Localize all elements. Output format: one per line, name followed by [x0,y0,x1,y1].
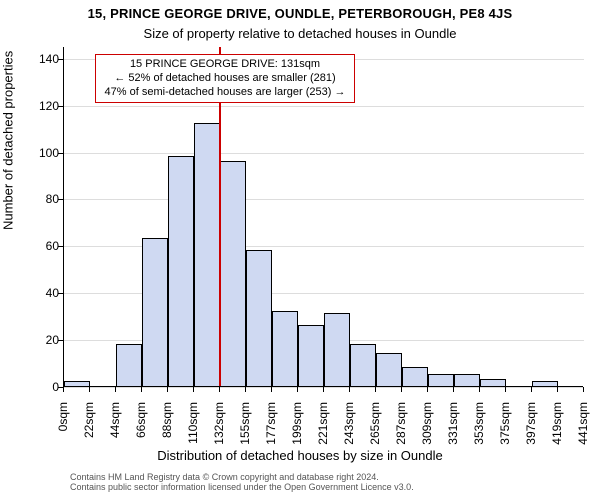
histogram-bar [298,325,324,386]
x-tick-label: 199sqm [290,402,304,457]
histogram-bar [168,156,194,386]
credit-line-1: Contains HM Land Registry data © Crown c… [70,472,414,482]
x-tick-label: 221sqm [316,402,330,457]
x-tick-mark [115,387,116,392]
x-tick-mark [427,387,428,392]
x-tick-mark [505,387,506,392]
histogram-bar [428,374,454,386]
y-tick-mark [58,293,63,294]
x-tick-mark [193,387,194,392]
x-tick-mark [271,387,272,392]
x-tick-mark [323,387,324,392]
x-tick-mark [349,387,350,392]
x-tick-label: 243sqm [342,402,356,457]
x-tick-label: 353sqm [472,402,486,457]
y-tick-mark [58,153,63,154]
y-tick-label: 140 [29,52,59,66]
chart-title-sub: Size of property relative to detached ho… [0,26,600,41]
x-tick-label: 375sqm [498,402,512,457]
x-tick-mark [219,387,220,392]
x-tick-label: 44sqm [108,402,122,457]
chart-title-main: 15, PRINCE GEORGE DRIVE, OUNDLE, PETERBO… [0,6,600,21]
x-tick-label: 265sqm [368,402,382,457]
annotation-line-1: 15 PRINCE GEORGE DRIVE: 131sqm [102,58,348,72]
annotation-box: 15 PRINCE GEORGE DRIVE: 131sqm ← 52% of … [95,54,355,103]
y-tick-mark [58,59,63,60]
histogram-bar [350,344,376,386]
x-tick-mark [167,387,168,392]
x-tick-mark [245,387,246,392]
annotation-line-3: 47% of semi-detached houses are larger (… [102,86,348,100]
x-tick-mark [531,387,532,392]
x-tick-mark [375,387,376,392]
histogram-bar [376,353,402,386]
histogram-bar [142,238,168,386]
histogram-bar [324,313,350,386]
histogram-bar [272,311,298,386]
x-tick-mark [401,387,402,392]
y-tick-mark [58,199,63,200]
gridline-h [64,153,584,154]
histogram-bar [402,367,428,386]
x-tick-label: 132sqm [212,402,226,457]
y-tick-label: 60 [29,239,59,253]
histogram-bar [194,123,220,386]
x-tick-mark [479,387,480,392]
x-tick-label: 155sqm [238,402,252,457]
histogram-bar [246,250,272,386]
histogram-bar [116,344,142,386]
x-tick-label: 397sqm [524,402,538,457]
x-tick-mark [557,387,558,392]
y-tick-mark [58,106,63,107]
histogram-bar [220,161,246,386]
y-tick-mark [58,246,63,247]
x-tick-label: 66sqm [134,402,148,457]
x-tick-label: 22sqm [82,402,96,457]
y-tick-label: 20 [29,333,59,347]
y-tick-mark [58,340,63,341]
gridline-h [64,106,584,107]
x-tick-mark [583,387,584,392]
gridline-h [64,387,584,388]
y-tick-label: 80 [29,192,59,206]
histogram-bar [532,381,558,386]
histogram-bar [454,374,480,386]
x-tick-mark [63,387,64,392]
x-tick-label: 110sqm [186,402,200,457]
x-tick-label: 309sqm [420,402,434,457]
x-tick-mark [89,387,90,392]
y-tick-label: 120 [29,99,59,113]
y-axis-label: Number of detached properties [1,51,16,230]
x-tick-label: 331sqm [446,402,460,457]
x-tick-mark [141,387,142,392]
x-tick-label: 287sqm [394,402,408,457]
x-tick-mark [297,387,298,392]
y-tick-label: 100 [29,146,59,160]
y-tick-label: 40 [29,286,59,300]
x-tick-label: 419sqm [550,402,564,457]
gridline-h [64,199,584,200]
x-tick-label: 0sqm [56,402,70,457]
credit-line-2: Contains public sector information licen… [70,482,414,492]
x-tick-mark [453,387,454,392]
histogram-bar [480,379,506,386]
x-tick-label: 88sqm [160,402,174,457]
histogram-bar [64,381,90,386]
x-tick-label: 177sqm [264,402,278,457]
x-tick-label: 441sqm [576,402,590,457]
credit-text: Contains HM Land Registry data © Crown c… [70,472,414,492]
annotation-line-2: ← 52% of detached houses are smaller (28… [102,72,348,86]
y-tick-label: 0 [29,380,59,394]
